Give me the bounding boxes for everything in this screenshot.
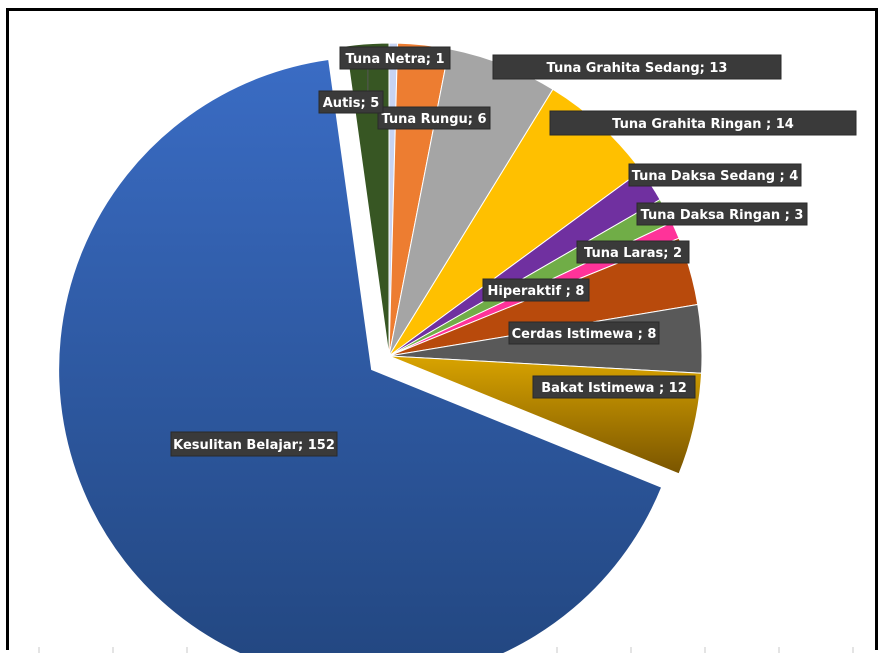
data-label-tuna-laras: Tuna Laras; 2 [576, 240, 690, 264]
data-label-text: Kesulitan Belajar; 152 [173, 438, 335, 453]
data-label-tuna-grahita-sedang: Tuna Grahita Sedang; 13 [492, 54, 782, 80]
data-label-tuna-netra: Tuna Netra; 1 [339, 46, 451, 70]
data-label-bakat-istimewa: Bakat Istimewa ; 12 [532, 375, 696, 399]
data-label-kesulitan-belajar: Kesulitan Belajar; 152 [170, 431, 338, 457]
data-label-text: Tuna Grahita Sedang; 13 [547, 61, 728, 76]
pie-chart: Tuna Netra; 1 Tuna Rungu; 6 Tuna Grahita S… [38, 42, 857, 653]
data-label-text: Hiperaktif ; 8 [488, 284, 585, 299]
data-label-tuna-daksa-sedang: Tuna Daksa Sedang ; 4 [628, 163, 802, 187]
data-label-text: Tuna Daksa Ringan ; 3 [641, 208, 804, 223]
data-label-tuna-grahita-ringan: Tuna Grahita Ringan ; 14 [549, 110, 857, 136]
data-label-text: Tuna Laras; 2 [584, 246, 682, 261]
data-label-text: Cerdas Istimewa ; 8 [512, 327, 657, 342]
data-label-text: Bakat Istimewa ; 12 [541, 381, 687, 396]
chart-frame: Tuna Netra; 1 Tuna Rungu; 6 Tuna Grahita S… [6, 8, 878, 653]
data-label-tuna-rungu: Tuna Rungu; 6 [377, 106, 491, 130]
data-label-text: Tuna Grahita Ringan ; 14 [612, 117, 794, 132]
data-label-tuna-daksa-ringan: Tuna Daksa Ringan ; 3 [636, 202, 808, 226]
data-label-text: Autis; 5 [323, 96, 380, 111]
data-label-autis: Autis; 5 [318, 90, 384, 114]
data-label-cerdas-istimewa: Cerdas Istimewa ; 8 [508, 321, 660, 345]
data-label-text: Tuna Netra; 1 [345, 52, 444, 67]
data-label-text: Tuna Daksa Sedang ; 4 [632, 169, 799, 184]
data-label-hiperaktif: Hiperaktif ; 8 [482, 278, 590, 302]
pie-slice-kesulitan-belajar [58, 58, 663, 653]
data-label-text: Tuna Rungu; 6 [381, 112, 486, 127]
